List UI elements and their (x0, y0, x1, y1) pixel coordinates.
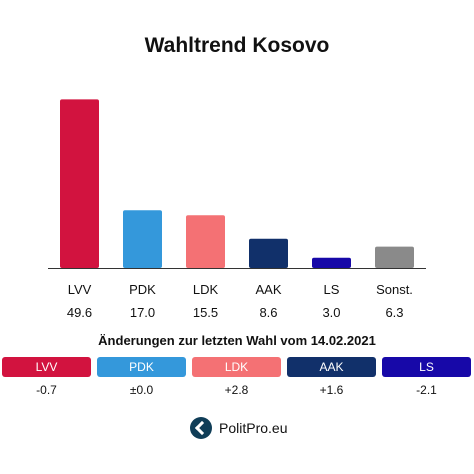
category-label: LVV (68, 282, 92, 297)
change-value: -2.1 (416, 383, 437, 397)
change-label: LS (382, 357, 471, 377)
value-label: 6.3 (385, 305, 403, 320)
change-item-aak: AAK +1.6 (287, 357, 376, 397)
value-label: 49.6 (67, 305, 92, 320)
politpro-logo-icon (190, 417, 212, 439)
value-label: 8.6 (259, 305, 277, 320)
change-label: LVV (2, 357, 91, 377)
category-label: Sonst. (376, 282, 413, 297)
category-label: LDK (193, 282, 219, 297)
change-label: PDK (97, 357, 186, 377)
category-label: LS (324, 282, 340, 297)
chart-title: Wahltrend Kosovo (144, 34, 330, 57)
change-item-ldk: LDK +2.8 (192, 357, 281, 397)
changes-row: LVV -0.7 PDK ±0.0 LDK +2.8 AAK +1.6 LS -… (2, 357, 472, 401)
change-label: AAK (287, 357, 376, 377)
value-label: 3.0 (322, 305, 340, 320)
category-label: AAK (255, 282, 281, 297)
bar-lvv (60, 99, 99, 268)
value-label: 17.0 (130, 305, 155, 320)
change-value: +1.6 (319, 383, 344, 397)
brand-name: PolitPro.eu (219, 420, 288, 436)
bar-ls (312, 257, 351, 268)
change-label: LDK (192, 357, 281, 377)
change-value: -0.7 (36, 383, 57, 397)
change-item-ls: LS -2.1 (382, 357, 471, 397)
bar-chart: LVV 49.6 PDK 17.0 LDK 15.5 AAK 8.6 LS 3.0 Sonst. 6.… (48, 99, 426, 320)
bar-ldk (186, 215, 225, 268)
changes-heading: Änderungen zur letzten Wahl vom 14.02.20… (98, 333, 376, 348)
change-value: ±0.0 (129, 383, 154, 397)
bar-pdk (123, 210, 162, 268)
change-item-pdk: PDK ±0.0 (97, 357, 186, 397)
category-label: PDK (129, 282, 156, 297)
bar-sonst (375, 246, 414, 268)
brand-footer[interactable]: PolitPro.eu (190, 416, 287, 440)
value-label: 15.5 (193, 305, 218, 320)
change-item-lvv: LVV -0.7 (2, 357, 91, 397)
bar-aak (249, 238, 288, 268)
change-value: +2.8 (224, 383, 249, 397)
